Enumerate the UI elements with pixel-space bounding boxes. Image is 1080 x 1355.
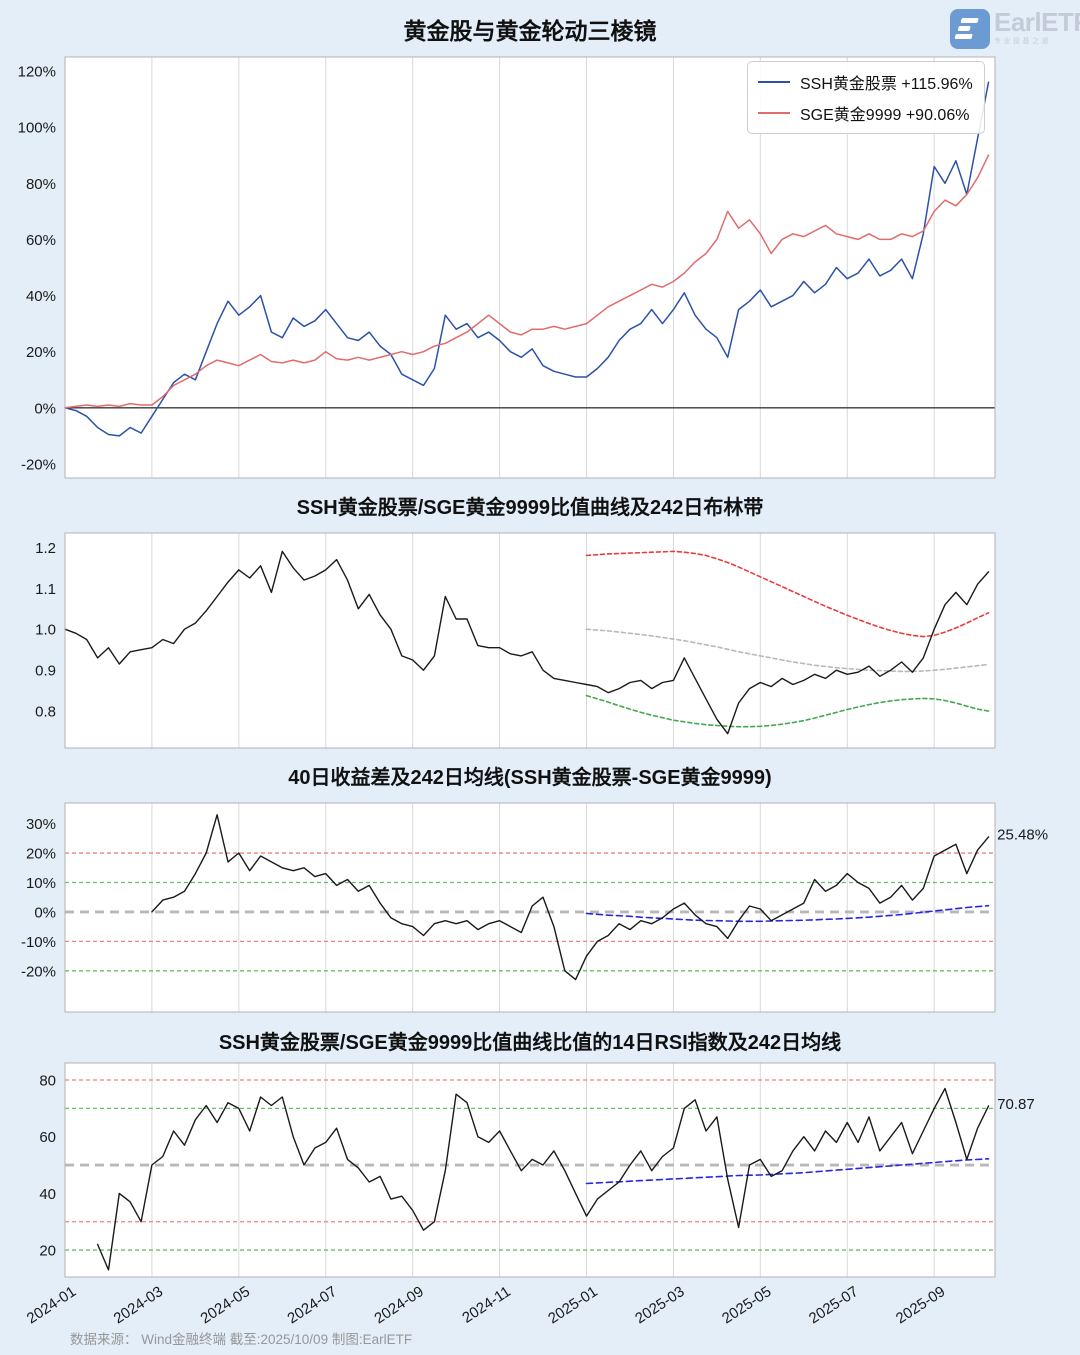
panel-3-title: 40日收益差及242日均线(SSH黄金股票-SGE黄金9999) bbox=[288, 767, 772, 789]
legend-label: SGE黄金9999 +90.06% bbox=[800, 107, 970, 124]
svg-text:0%: 0% bbox=[34, 904, 56, 921]
source-note: 数据来源： Wind金融终端 截至:2025/10/09 制图:EarlETF bbox=[70, 1332, 413, 1347]
svg-text:20: 20 bbox=[39, 1243, 56, 1260]
svg-text:2024-09: 2024-09 bbox=[371, 1283, 426, 1327]
svg-text:25.48%: 25.48% bbox=[997, 826, 1048, 843]
logo-tagline: 专业投基之道 bbox=[994, 38, 1051, 45]
svg-text:0%: 0% bbox=[34, 400, 56, 417]
svg-text:-20%: -20% bbox=[21, 456, 56, 473]
earletf-logo: EarlETF 专业投基之道 bbox=[950, 9, 1080, 49]
svg-text:0.9: 0.9 bbox=[35, 663, 56, 680]
svg-text:2025-01: 2025-01 bbox=[545, 1283, 600, 1327]
svg-text:40%: 40% bbox=[26, 288, 56, 305]
svg-text:80: 80 bbox=[39, 1073, 56, 1090]
svg-text:2025-07: 2025-07 bbox=[806, 1283, 861, 1327]
svg-text:2024-03: 2024-03 bbox=[111, 1283, 166, 1327]
svg-text:120%: 120% bbox=[18, 64, 56, 81]
svg-text:80%: 80% bbox=[26, 176, 56, 193]
svg-text:0.8: 0.8 bbox=[35, 704, 56, 721]
legend-swatch-red-line bbox=[758, 112, 790, 114]
panel-4-title: SSH黄金股票/SGE黄金9999比值曲线比值的14日RSI指数及242日均线 bbox=[218, 1032, 842, 1054]
legend-item-sge: SGE黄金9999 +90.06% bbox=[758, 101, 974, 125]
svg-text:2025-05: 2025-05 bbox=[719, 1283, 774, 1327]
panel-2-title: SSH黄金股票/SGE黄金9999比值曲线及242日布林带 bbox=[296, 497, 764, 519]
svg-text:1.0: 1.0 bbox=[35, 622, 56, 639]
svg-text:100%: 100% bbox=[18, 120, 56, 137]
svg-text:60: 60 bbox=[39, 1129, 56, 1146]
svg-text:-20%: -20% bbox=[21, 963, 56, 980]
panel-3-plot: -20% -10% 0% 10% 20% 30% 25.48% bbox=[21, 802, 1048, 1013]
svg-text:30%: 30% bbox=[26, 816, 56, 833]
panel-4-plot: 20 40 60 80 70.87 2024-01 2024-03 2024-05 2024-0… bbox=[24, 1062, 1035, 1327]
page-title: 黄金股与黄金轮动三棱镜 bbox=[403, 18, 657, 44]
legend-label: SSH黄金股票 +115.96% bbox=[800, 76, 973, 93]
legend-swatch-blue-line bbox=[758, 81, 790, 83]
svg-text:-10%: -10% bbox=[21, 934, 56, 951]
legend-item-ssh: SSH黄金股票 +115.96% bbox=[758, 70, 974, 94]
svg-text:2024-05: 2024-05 bbox=[198, 1283, 253, 1327]
logo-text: EarlETF bbox=[994, 7, 1080, 37]
legend: SSH黄金股票 +115.96% SGE黄金9999 +90.06% bbox=[747, 61, 985, 134]
svg-text:60%: 60% bbox=[26, 232, 56, 249]
svg-text:2025-03: 2025-03 bbox=[632, 1283, 687, 1327]
svg-text:2024-07: 2024-07 bbox=[284, 1283, 339, 1327]
svg-text:70.87: 70.87 bbox=[997, 1096, 1035, 1113]
svg-text:20%: 20% bbox=[26, 846, 56, 863]
svg-text:40: 40 bbox=[39, 1186, 56, 1203]
svg-text:1.1: 1.1 bbox=[35, 581, 56, 598]
svg-text:20%: 20% bbox=[26, 344, 56, 361]
panel-2-plot: 0.8 0.9 1.0 1.1 1.2 bbox=[35, 532, 996, 749]
svg-text:2025-09: 2025-09 bbox=[893, 1283, 948, 1327]
svg-text:2024-11: 2024-11 bbox=[459, 1283, 513, 1327]
earletf-logo-icon bbox=[950, 9, 990, 49]
svg-text:10%: 10% bbox=[26, 875, 56, 892]
svg-text:1.2: 1.2 bbox=[35, 540, 56, 557]
svg-text:2024-01: 2024-01 bbox=[24, 1283, 79, 1327]
